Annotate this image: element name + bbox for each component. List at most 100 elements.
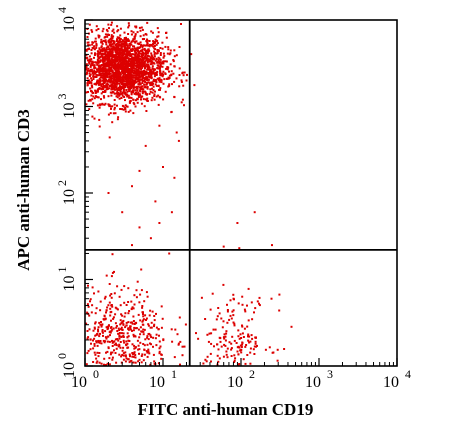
event-dot <box>107 192 110 194</box>
event-dot <box>100 85 103 87</box>
event-dot <box>110 107 112 110</box>
event-dot <box>112 74 115 77</box>
quadrant-gates <box>85 20 397 366</box>
event-dot <box>141 49 144 52</box>
event-dot <box>132 315 135 318</box>
event-dot <box>136 93 139 96</box>
event-dot <box>134 40 137 43</box>
event-dot <box>140 361 143 364</box>
event-dot <box>122 358 125 361</box>
event-dot <box>134 34 137 37</box>
event-dot <box>126 336 129 339</box>
event-dot <box>100 362 103 365</box>
event-dot <box>152 71 155 74</box>
event-dot <box>86 82 89 85</box>
event-dot <box>118 337 121 340</box>
event-dot <box>93 67 96 70</box>
event-dot <box>141 306 144 309</box>
event-dot <box>140 98 142 101</box>
event-dot <box>127 22 130 25</box>
event-dot <box>272 351 275 354</box>
event-dot <box>134 361 137 364</box>
event-dot <box>127 94 130 97</box>
event-dot <box>147 48 150 51</box>
event-dot <box>117 56 120 59</box>
event-dot <box>116 87 119 90</box>
event-dot <box>154 71 157 74</box>
event-dot <box>134 54 137 57</box>
event-dot <box>143 353 146 356</box>
event-dot <box>86 77 89 80</box>
event-dot <box>148 55 151 58</box>
event-dot <box>109 331 112 334</box>
event-dot <box>144 314 147 317</box>
event-dot <box>124 44 127 47</box>
event-dot <box>133 63 135 66</box>
event-dot <box>105 71 108 74</box>
event-dot <box>99 72 102 75</box>
event-dot <box>112 327 115 330</box>
event-dot <box>248 341 251 344</box>
event-dot <box>164 45 167 48</box>
event-dot <box>210 360 212 363</box>
event-dot <box>131 57 134 60</box>
event-dot <box>106 86 109 88</box>
event-dot <box>102 27 105 30</box>
event-dot <box>129 86 131 88</box>
event-dot <box>119 49 122 52</box>
event-dot <box>270 297 273 300</box>
event-dot <box>247 333 250 336</box>
event-dot <box>114 322 117 325</box>
event-dot <box>148 72 151 75</box>
event-dot <box>130 75 132 78</box>
event-dot <box>173 96 176 99</box>
event-dot <box>91 98 94 101</box>
event-dot <box>220 317 223 320</box>
event-dot <box>162 70 165 73</box>
event-dot <box>141 320 144 323</box>
event-dot <box>145 53 148 56</box>
event-dot <box>149 63 152 66</box>
event-dot <box>138 352 140 355</box>
event-dot <box>132 91 135 94</box>
event-dot <box>168 83 171 86</box>
event-dot <box>90 29 93 32</box>
event-dot <box>173 80 176 83</box>
event-dot <box>105 85 108 88</box>
event-dot <box>149 88 152 91</box>
event-dot <box>112 35 115 38</box>
event-dot <box>110 40 113 43</box>
event-dot <box>141 46 144 49</box>
event-dot <box>98 321 101 324</box>
event-dot <box>105 28 108 31</box>
event-dot <box>97 355 100 358</box>
event-dot <box>172 59 175 61</box>
event-dot <box>139 29 142 32</box>
event-dot <box>105 50 108 53</box>
event-dot <box>137 74 140 77</box>
event-dot <box>96 90 99 93</box>
event-dot <box>101 40 104 43</box>
event-dot <box>159 70 162 72</box>
event-dot <box>154 200 157 203</box>
event-dot <box>183 345 186 348</box>
event-dot <box>122 352 125 355</box>
event-dot <box>111 121 114 124</box>
event-dot <box>175 54 178 57</box>
event-dot <box>219 337 222 340</box>
event-dot <box>123 52 126 55</box>
event-dot <box>149 70 152 73</box>
event-dot <box>118 44 121 47</box>
event-dot <box>101 50 104 53</box>
event-dot <box>87 305 90 308</box>
event-dot <box>110 60 113 63</box>
event-dot <box>129 109 132 112</box>
event-dot <box>109 334 111 337</box>
event-dot <box>113 292 116 295</box>
event-dot <box>225 330 228 333</box>
event-dot <box>162 82 165 85</box>
event-dot <box>127 70 130 72</box>
event-dot <box>150 81 153 84</box>
event-dot <box>129 328 132 331</box>
event-dot <box>101 67 104 70</box>
